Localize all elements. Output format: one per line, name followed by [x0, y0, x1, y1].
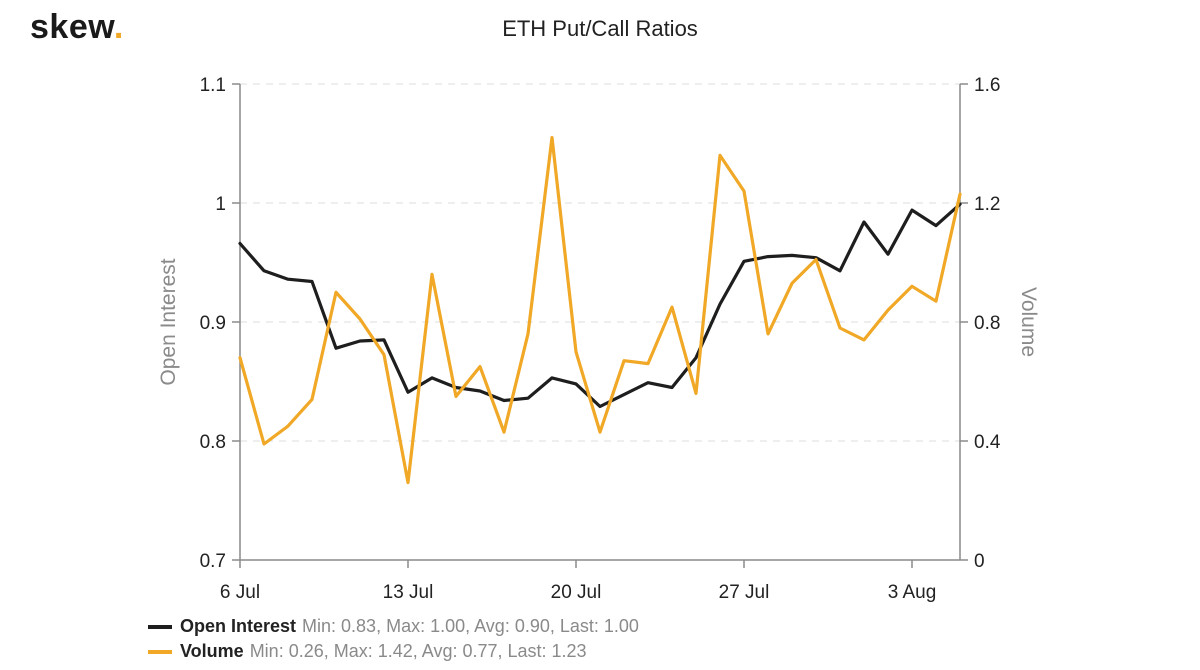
left-tick-label: 1.1 — [200, 75, 226, 96]
x-tick-label: 20 Jul — [551, 582, 602, 603]
legend: Open Interest Min: 0.83, Max: 1.00, Avg:… — [148, 614, 639, 664]
grid-lines — [240, 83, 960, 442]
line-chart: 0.7 0.8 0.9 1 1.1 0 0.4 0.8 1.2 1.6 6 Jul 13 Jul 20 … — [157, 75, 1040, 603]
left-tick-label: 0.9 — [200, 313, 226, 334]
tick-labels: 0.7 0.8 0.9 1 1.1 0 0.4 0.8 1.2 1.6 6 Jul 13 Jul 20 … — [200, 75, 1001, 603]
x-tick-label: 3 Aug — [888, 582, 937, 603]
left-axis-title: Open Interest — [157, 258, 180, 385]
x-tick-label: 13 Jul — [383, 582, 434, 603]
series-lines — [238, 136, 962, 485]
right-tick-label: 0 — [974, 551, 985, 572]
legend-stats: Min: 0.26, Max: 1.42, Avg: 0.77, Last: 1… — [249, 641, 587, 661]
chart-title: ETH Put/Call Ratios — [502, 16, 698, 41]
axes — [232, 83, 968, 568]
skew-logo: skew. — [30, 8, 124, 47]
legend-label: Volume — [180, 641, 244, 661]
legend-stats: Min: 0.83, Max: 1.00, Avg: 0.90, Last: 1… — [302, 616, 639, 636]
legend-item-volume[interactable]: Volume Min: 0.26, Max: 1.42, Avg: 0.77, … — [148, 639, 639, 664]
legend-label: Open Interest — [180, 616, 297, 636]
left-tick-label: 0.8 — [200, 432, 226, 453]
volume-line — [238, 136, 962, 485]
open-interest-line — [238, 202, 962, 409]
right-tick-label: 1.6 — [974, 75, 1000, 96]
open-interest-swatch — [148, 624, 172, 629]
legend-item-open-interest[interactable]: Open Interest Min: 0.83, Max: 1.00, Avg:… — [148, 614, 639, 639]
x-tick-label: 6 Jul — [220, 582, 260, 603]
x-tick-label: 27 Jul — [719, 582, 770, 603]
right-tick-label: 0.4 — [974, 432, 1001, 453]
right-tick-label: 1.2 — [974, 194, 1000, 215]
logo-text: skew — [30, 8, 114, 46]
right-tick-label: 0.8 — [974, 313, 1000, 334]
volume-swatch — [148, 649, 172, 654]
right-axis-title: Volume — [1017, 287, 1040, 357]
left-tick-label: 1 — [215, 194, 226, 215]
logo-dot: . — [113, 8, 124, 46]
left-tick-label: 0.7 — [200, 551, 226, 572]
